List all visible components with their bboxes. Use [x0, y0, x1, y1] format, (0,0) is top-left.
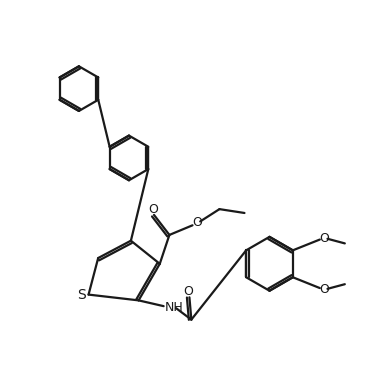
- Text: O: O: [184, 286, 194, 298]
- Text: S: S: [77, 288, 86, 302]
- Text: O: O: [319, 283, 329, 296]
- Text: O: O: [148, 203, 158, 216]
- Text: O: O: [192, 216, 202, 229]
- Text: O: O: [319, 231, 329, 245]
- Text: NH: NH: [164, 301, 183, 314]
